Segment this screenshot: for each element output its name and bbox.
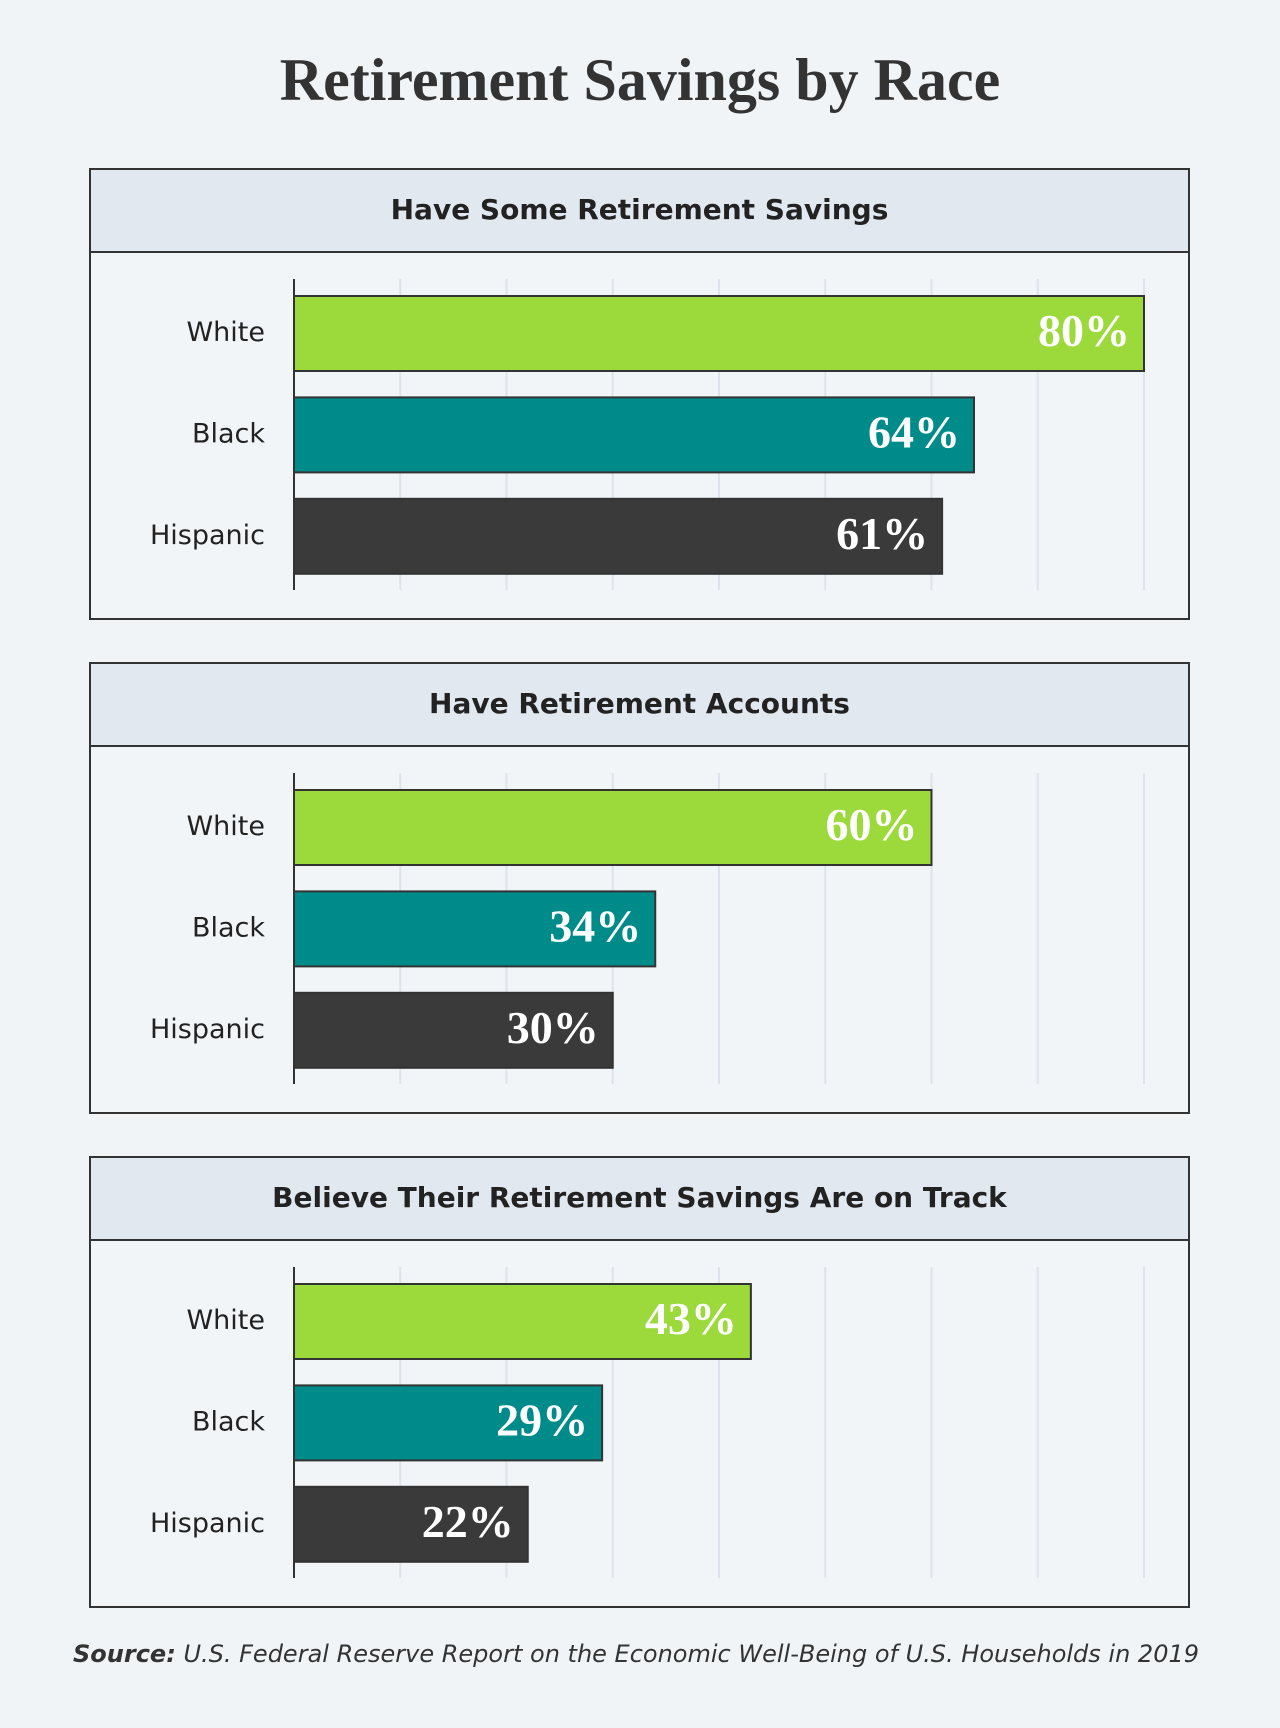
bar <box>293 991 614 1069</box>
bar <box>293 1485 529 1563</box>
category-label: Hispanic <box>150 1014 265 1045</box>
category-label: Black <box>192 418 265 449</box>
panel-title: Have Retirement Accounts <box>429 687 850 720</box>
value-label: 64% <box>868 406 960 457</box>
panel-header <box>89 168 1190 253</box>
panel-title: Believe Their Retirement Savings Are on … <box>272 1181 1008 1214</box>
category-label: Hispanic <box>150 1508 265 1539</box>
bar <box>293 1384 604 1462</box>
page-title: Retirement Savings by Race <box>280 47 1000 113</box>
panel-title: Have Some Retirement Savings <box>391 193 889 226</box>
bar <box>293 890 657 968</box>
value-label: 60% <box>826 799 918 850</box>
panel-header <box>89 662 1190 747</box>
value-label: 29% <box>496 1394 588 1445</box>
bar <box>293 1283 752 1360</box>
value-label: 80% <box>1038 305 1130 356</box>
source-label: Source: <box>73 1640 176 1668</box>
bar <box>293 295 1145 372</box>
value-label: 61% <box>836 508 928 559</box>
category-label: White <box>186 811 265 842</box>
category-label: White <box>186 1305 265 1336</box>
bar <box>293 497 944 575</box>
value-label: 22% <box>422 1496 514 1547</box>
category-label: Hispanic <box>150 520 265 551</box>
bar <box>293 789 933 866</box>
source-text: U.S. Federal Reserve Report on the Econo… <box>183 1640 1199 1668</box>
bar <box>293 396 975 474</box>
value-label: 30% <box>507 1002 599 1053</box>
value-label: 34% <box>549 900 641 951</box>
category-label: White <box>186 317 265 348</box>
panel-header <box>89 1156 1190 1241</box>
source: Source: U.S. Federal Reserve Report on t… <box>73 1640 1199 1668</box>
category-label: Black <box>192 1406 265 1437</box>
value-label: 43% <box>645 1293 737 1344</box>
category-label: Black <box>192 912 265 943</box>
